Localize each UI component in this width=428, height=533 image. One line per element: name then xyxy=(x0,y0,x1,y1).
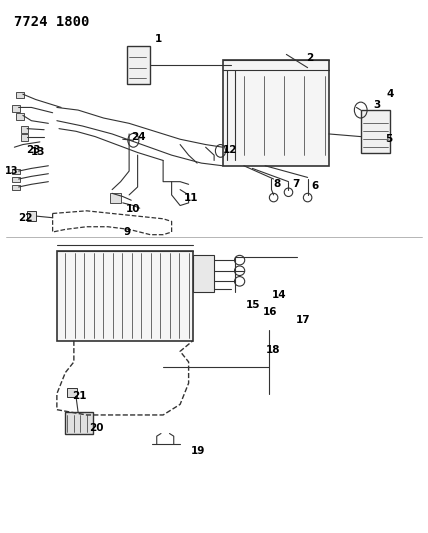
Text: 4: 4 xyxy=(387,89,394,99)
Bar xyxy=(21,134,28,141)
Text: 1: 1 xyxy=(155,34,163,44)
Bar xyxy=(12,105,20,112)
Text: 21: 21 xyxy=(72,391,86,401)
Bar xyxy=(12,169,20,174)
Text: 18: 18 xyxy=(265,345,280,356)
Text: 13: 13 xyxy=(30,147,45,157)
Bar xyxy=(57,251,193,341)
Text: 5: 5 xyxy=(385,134,392,144)
Text: 12: 12 xyxy=(223,145,238,155)
Bar xyxy=(21,126,28,133)
Text: 20: 20 xyxy=(89,423,103,433)
Bar xyxy=(27,211,36,221)
Text: 23: 23 xyxy=(26,145,41,155)
Bar xyxy=(110,193,121,203)
Text: 11: 11 xyxy=(184,192,198,203)
Text: 7724 1800: 7724 1800 xyxy=(15,14,90,29)
Text: 24: 24 xyxy=(131,132,146,142)
Text: 3: 3 xyxy=(373,100,380,110)
Text: 7: 7 xyxy=(292,179,300,189)
Bar xyxy=(193,255,214,292)
Text: 15: 15 xyxy=(246,300,261,310)
Text: 2: 2 xyxy=(306,53,313,63)
Bar xyxy=(68,388,77,398)
Bar xyxy=(17,113,24,119)
Text: 17: 17 xyxy=(296,314,311,325)
Bar xyxy=(12,185,20,190)
Bar xyxy=(127,46,150,84)
Text: 6: 6 xyxy=(312,181,319,191)
Text: 14: 14 xyxy=(271,289,286,300)
Text: 22: 22 xyxy=(18,213,32,223)
Text: 9: 9 xyxy=(123,227,131,237)
Bar xyxy=(65,413,93,433)
Text: 8: 8 xyxy=(273,179,281,189)
Text: 16: 16 xyxy=(263,306,277,317)
Text: 10: 10 xyxy=(126,204,141,214)
Bar xyxy=(17,92,24,99)
Text: 13: 13 xyxy=(5,166,19,176)
Bar xyxy=(361,110,390,152)
Text: 19: 19 xyxy=(191,446,205,456)
Bar xyxy=(223,60,329,166)
Bar xyxy=(12,177,20,182)
